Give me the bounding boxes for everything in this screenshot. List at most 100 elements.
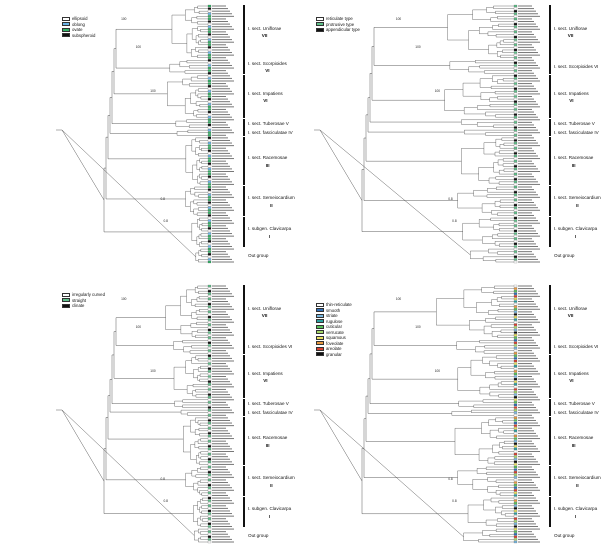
phylogenetic-tree: 100 100 100 0.8 0.8 [314, 4, 540, 264]
tip-state-box [207, 51, 212, 54]
tip-state-box [513, 538, 518, 541]
tip-label [212, 368, 230, 370]
tip-label [212, 181, 232, 183]
tip-label [212, 116, 232, 118]
tip-state-box [207, 198, 212, 202]
legend-swatch [316, 330, 324, 335]
tip-state-box [207, 530, 212, 533]
tip-state-box [513, 471, 518, 474]
tip-state-box [513, 85, 518, 88]
tip-state-box [207, 359, 212, 363]
tip-label [518, 101, 536, 103]
tip-label [518, 306, 538, 308]
legend-item: verrucate [316, 330, 352, 336]
tip-label [518, 39, 538, 41]
tip-state-box [513, 201, 518, 204]
tip-label [212, 285, 226, 287]
clade-bar [243, 129, 245, 137]
tip-state-box [513, 509, 518, 513]
tip-state-box [207, 481, 212, 484]
tip-label [212, 114, 230, 116]
node-support-label: 100 [396, 297, 402, 301]
tip-label [518, 85, 534, 87]
tip-label [518, 290, 536, 292]
tip-label [212, 127, 230, 129]
tip-label [212, 401, 226, 403]
tip-state-box [513, 318, 518, 321]
clade-name: I. subgen. Clavicarpa [248, 226, 292, 232]
tip-state-box [513, 535, 518, 538]
tip-state-box [207, 437, 212, 440]
tip-state-box [513, 344, 518, 347]
tip-state-box [207, 224, 212, 227]
tip-state-box [513, 481, 518, 484]
tip-label [518, 419, 536, 421]
clade-name: I. sect. Tuberosae V [248, 120, 289, 126]
tip-state-box [207, 10, 212, 13]
tip-label [518, 186, 532, 188]
tip-label [212, 106, 234, 108]
tip-state-box [513, 110, 518, 114]
tip-state-box [207, 247, 212, 251]
tip-label [212, 121, 226, 123]
tip-label [518, 370, 538, 372]
tip-label [212, 373, 234, 375]
node-support-label: 100 [396, 17, 402, 21]
legend: thin-reticulate smooth striate rugulose … [316, 302, 352, 357]
tip-label [518, 326, 534, 328]
tip-label [212, 83, 226, 85]
tip-state-box [513, 46, 518, 49]
tip-label [518, 98, 534, 100]
tip-state-box [513, 41, 518, 44]
tip-state-box [513, 354, 518, 357]
tip-state-box [513, 25, 518, 28]
tip-state-box [513, 377, 518, 381]
tip-label [212, 438, 234, 440]
tip-state-box [207, 167, 212, 171]
tip-state-box [513, 209, 518, 212]
legend: reticulate type protrusive type appendic… [316, 16, 360, 33]
tree-branch [61, 409, 105, 482]
tree-panel-seed-ornament-type: 100 100 100 0.8 0.8 reticulate type protrusi… [306, 0, 606, 266]
tip-label [518, 407, 536, 409]
tip-label [212, 111, 228, 113]
tip-state-box [513, 357, 518, 360]
clade-bar [243, 186, 245, 217]
tip-state-box [513, 396, 518, 399]
tip-state-box [513, 90, 518, 93]
tip-label [518, 391, 534, 393]
tip-label [212, 334, 234, 336]
tip-label [212, 212, 226, 214]
tip-state-box [207, 30, 212, 33]
clade-label: I. sect. fasciculatae IV [554, 130, 599, 136]
tip-state-box [513, 486, 518, 489]
tip-state-box [207, 331, 212, 334]
tip-label [212, 412, 234, 414]
clade-number: VII [567, 33, 574, 39]
tip-state-box [513, 321, 518, 324]
tip-label [518, 396, 538, 398]
tip-label [212, 383, 232, 385]
tip-label [518, 357, 538, 359]
tip-state-box [207, 527, 212, 531]
tip-state-box [513, 240, 518, 243]
tip-label [518, 507, 534, 509]
tip-label [518, 248, 540, 250]
tip-label [518, 538, 538, 540]
tip-state-box [513, 527, 518, 531]
tip-label [212, 319, 232, 321]
tip-label [518, 57, 532, 59]
clade-name: I. sect. Uniflorae [248, 25, 282, 31]
node-support-label: 100 [435, 89, 441, 93]
tip-label [518, 21, 534, 23]
tip-label [518, 298, 532, 300]
clade-number: II [576, 202, 579, 208]
tip-label [212, 425, 234, 427]
legend-item: squamous [316, 335, 352, 341]
tip-state-box [207, 23, 212, 26]
tip-state-box [513, 15, 518, 18]
tip-label [212, 158, 234, 160]
tip-label [212, 306, 232, 308]
clade-label: I. sect. Racemosae III [554, 435, 593, 448]
tip-state-box [513, 336, 518, 339]
